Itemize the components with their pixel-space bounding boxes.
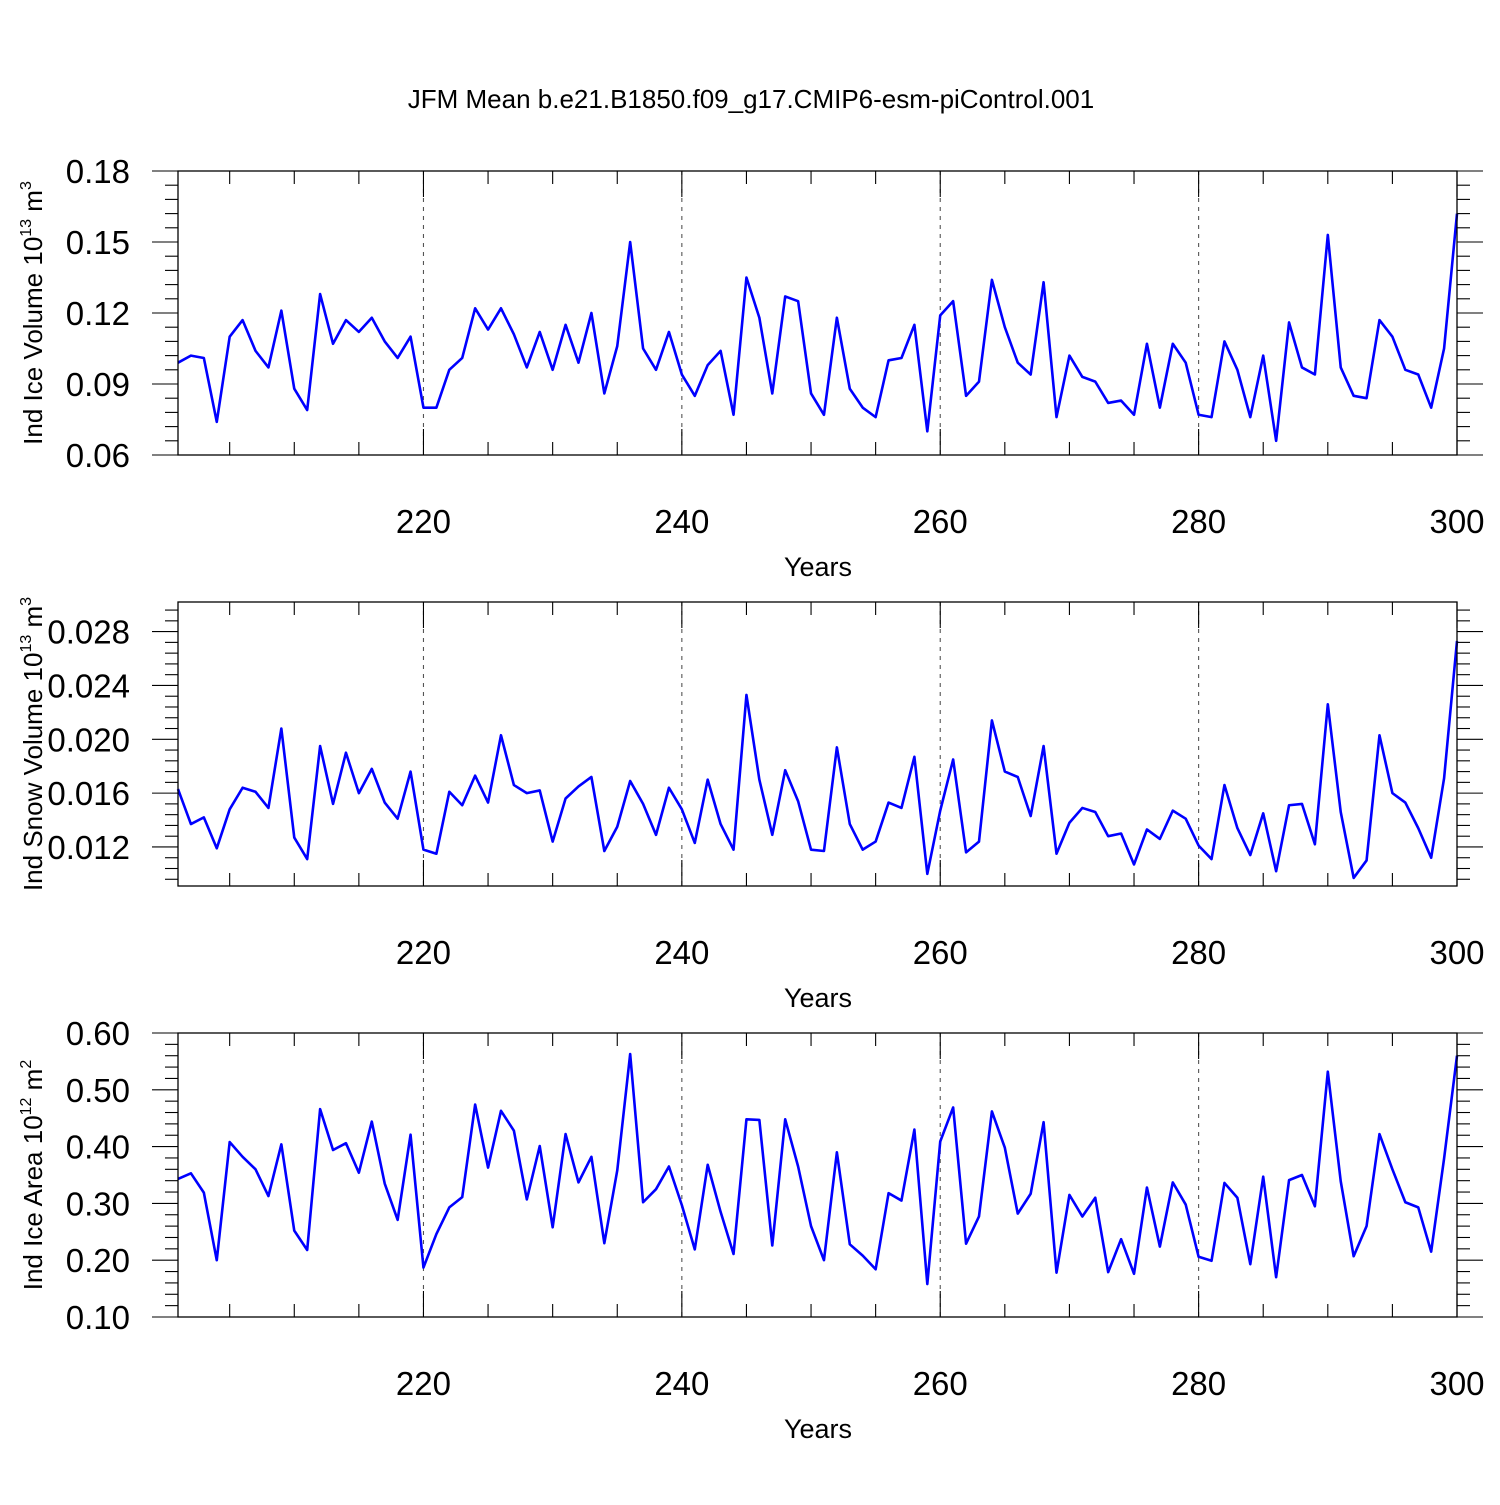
data-series-line [177,213,1459,443]
y-tick-label: 0.60 [66,1015,130,1052]
y-axis-label-text: Ind Ice Volume 10 [18,237,48,445]
x-tick-label: 220 [396,503,451,540]
panel-3: 220 240 260 280 300 0.10 0.20 0.30 0.40 0.50 0.60 Y… [18,1015,1485,1444]
y-tick-label: 0.20 [66,1242,130,1279]
figure-title: JFM Mean b.e21.B1850.f09_g17.CMIP6-esm-p… [408,84,1094,114]
y-tick-label: 0.028 [47,614,130,651]
x-tick-label: 300 [1429,1365,1484,1402]
y-tick-label: 0.18 [66,153,130,190]
x-tick-label: 220 [396,934,451,971]
y-axis-label-text: m [18,1069,48,1098]
plot-frame [177,170,1458,456]
x-tick-label: 300 [1429,503,1484,540]
y-tick-label: 0.016 [47,775,130,812]
y-tick-label: 0.10 [66,1299,130,1336]
x-tick-label: 260 [913,1365,968,1402]
x-tick-label: 240 [654,503,709,540]
x-axis-label: Years [784,1414,852,1444]
x-tick-label: 280 [1171,503,1226,540]
y-axis-label-superscript: 13 [18,219,35,237]
y-axis-label-superscript: 2 [18,1060,35,1069]
y-axis-label-text: Ind Snow Volume 10 [18,653,48,892]
x-axis-label: Years [784,552,852,582]
x-tick-label: 240 [654,1365,709,1402]
y-tick-label: 0.12 [66,295,130,332]
y-tick-label: 0.30 [66,1185,130,1222]
y-axis-label: Ind Snow Volume 1013 m3 [18,597,48,891]
y-axis-label-superscript: 13 [18,635,35,653]
data-series-line [176,640,1459,880]
y-axis-label-superscript: 12 [18,1097,35,1115]
y-tick-label: 0.024 [47,667,130,704]
y-axis-label: Ind Ice Area 1012 m2 [18,1060,48,1291]
x-tick-label: 280 [1171,934,1226,971]
y-tick-label: 0.06 [66,437,130,474]
x-tick-label: 280 [1171,1365,1226,1402]
x-tick-label: 240 [654,934,709,971]
data-series-line [177,1052,1459,1286]
x-tick-label: 220 [396,1365,451,1402]
panel-1: 220 240 260 280 300 0.06 0.09 0.12 0.15 0.18 Years… [18,153,1485,582]
x-tick-label: 260 [913,503,968,540]
x-axis-label: Years [784,983,852,1013]
y-axis-label-superscript: 3 [18,597,35,606]
plot-frame [177,601,1458,887]
y-axis-label-superscript: 3 [18,181,35,190]
y-tick-label: 0.012 [47,829,130,866]
y-axis-label-text: m [18,606,48,635]
y-axis-label-text: Ind Ice Area 10 [18,1115,48,1290]
panel-2: 220 240 260 280 300 0.012 0.016 0.020 0.024 0.028… [18,597,1485,1013]
y-tick-label: 0.50 [66,1072,130,1109]
y-tick-label: 0.020 [47,721,130,758]
y-axis-label-text: m [18,190,48,219]
x-tick-label: 300 [1429,934,1484,971]
y-tick-label: 0.09 [66,366,130,403]
y-tick-label: 0.15 [66,224,130,261]
y-axis-label: Ind Ice Volume 1013 m3 [18,181,48,445]
plot-frame [177,1032,1458,1318]
y-tick-label: 0.40 [66,1129,130,1166]
x-tick-label: 260 [913,934,968,971]
